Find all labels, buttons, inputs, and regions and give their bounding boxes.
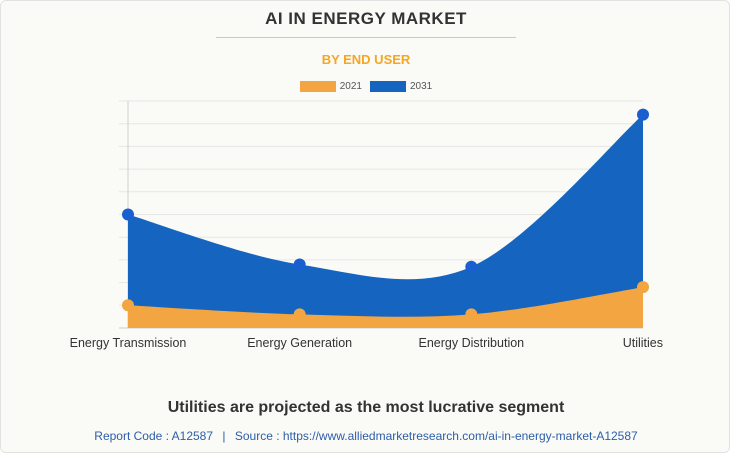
legend-item-2021[interactable]: 2021 [299, 81, 362, 92]
source-link[interactable]: Source : https://www.alliedmarketresearc… [234, 429, 638, 443]
legend-swatch-2031 [370, 81, 406, 92]
x-tick-label: Utilities [623, 336, 663, 350]
legend-label-2031: 2031 [410, 81, 433, 92]
x-tick-label: Energy Generation [247, 336, 352, 350]
footer-source: Report Code : A12587 | Source : https://… [1, 429, 730, 443]
legend-item-2031[interactable]: 2031 [370, 81, 432, 92]
report-code: Report Code : A12587 [94, 429, 214, 443]
data-point-2021-energy-distribution [465, 308, 478, 321]
data-point-2021-energy-transmission [122, 299, 134, 312]
area-series-2031 [128, 114, 643, 329]
area-chart: Energy Transmission Energy Generation Ener… [70, 100, 663, 350]
area-series-2021 [128, 287, 643, 328]
title-divider [216, 37, 516, 38]
chart-subtitle: BY END USER [321, 52, 411, 67]
data-point-2021-energy-generation [293, 308, 306, 321]
headline-text: Utilities are projected as the most lucr… [167, 399, 565, 416]
footer-separator: | [222, 429, 226, 443]
x-tick-label: Energy Transmission [70, 336, 187, 350]
data-point-2031-energy-distribution [465, 260, 478, 273]
data-point-2031-energy-transmission [122, 208, 134, 221]
x-tick-label: Energy Distribution [419, 336, 525, 350]
legend-label-2021: 2021 [339, 81, 362, 92]
chart-legend: 2021 2031 [1, 81, 730, 92]
data-point-2031-utilities [637, 108, 649, 121]
chart-title: AI IN ENERGY MARKET [265, 9, 467, 28]
data-point-2031-energy-generation [293, 258, 306, 271]
legend-swatch-2021 [299, 81, 336, 92]
data-point-2021-utilities [637, 281, 649, 294]
